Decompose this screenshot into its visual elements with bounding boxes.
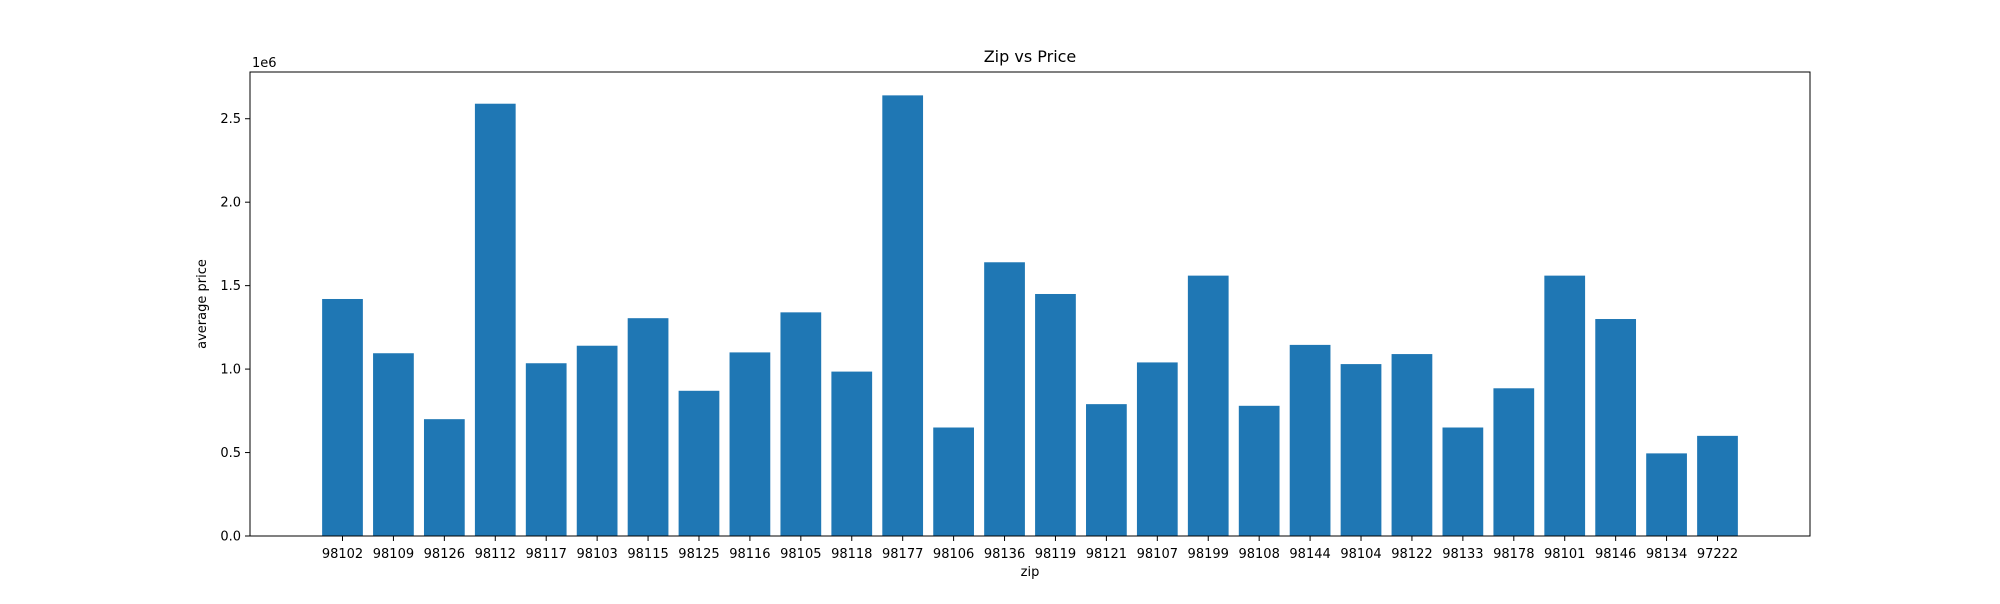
bar-98144 [1289,344,1331,536]
bar-98103 [576,345,618,536]
x-tick-label: 98108 [1238,547,1279,562]
bar-98116 [729,352,771,536]
x-axis: 98102 98109 98126 98112 98117 98103 98115 98125… [322,536,1738,562]
bars-group [322,95,1738,537]
x-tick-label: 97222 [1697,547,1738,562]
bar-98177 [882,95,924,537]
x-tick-label: 98126 [424,547,465,562]
bar-98133 [1442,427,1484,536]
bar-98122 [1391,354,1433,536]
bar-98126 [423,419,465,536]
x-tick-label: 98133 [1442,547,1483,562]
x-axis-label: zip [1021,565,1040,580]
y-tick-label: 2.5 [220,112,241,127]
y-axis-offset-label: 1e6 [252,56,277,71]
x-tick-label: 98177 [882,547,923,562]
bar-98107 [1136,362,1178,536]
bar-98178 [1493,388,1535,536]
bar-98102 [322,298,363,536]
x-tick-label: 98125 [678,547,719,562]
y-tick-label: 0.0 [220,530,241,545]
y-axis-label: average price [195,259,210,349]
y-tick-label: 0.5 [220,446,241,461]
x-tick-label: 98116 [729,547,770,562]
y-tick-label: 1.0 [220,363,241,378]
bar-98109 [373,353,414,536]
x-tick-label: 98102 [322,547,363,562]
x-tick-label: 98178 [1493,547,1534,562]
bar-98136 [984,262,1025,536]
bar-98106 [933,427,974,536]
bar-98119 [1035,293,1076,536]
bar-98101 [1544,275,1586,536]
x-tick-label: 98103 [576,547,617,562]
x-tick-label: 98134 [1646,547,1687,562]
bar-98146 [1595,319,1637,536]
bar-98112 [474,103,516,537]
y-axis: 0.0 0.5 1.0 1.5 2.0 2.5 [220,112,250,545]
x-tick-label: 98118 [831,547,872,562]
x-tick-label: 98146 [1595,547,1636,562]
y-tick-label: 1.5 [220,279,241,294]
x-tick-label: 98122 [1391,547,1432,562]
bar-97222 [1697,435,1738,536]
bar-98115 [627,318,669,536]
x-tick-label: 98144 [1289,547,1330,562]
x-tick-label: 98109 [373,547,414,562]
bar-98118 [831,371,873,536]
chart-title: Zip vs Price [984,47,1077,66]
bar-98125 [678,390,720,536]
bar-98134 [1646,453,1687,536]
x-tick-label: 98112 [475,547,516,562]
bar-98117 [525,363,567,536]
bar-98105 [780,312,822,536]
x-tick-label: 98106 [933,547,974,562]
x-tick-label: 98105 [780,547,821,562]
x-tick-label: 98136 [984,547,1025,562]
y-tick-label: 2.0 [220,196,241,211]
bar-98199 [1187,275,1229,536]
bar-98104 [1340,364,1382,536]
plot-frame [249,71,1811,537]
x-tick-label: 98117 [526,547,567,562]
bar-98108 [1238,405,1280,536]
x-tick-label: 98119 [1035,547,1076,562]
bar-98121 [1086,404,1127,536]
x-tick-label: 98121 [1086,547,1127,562]
x-tick-label: 98115 [627,547,668,562]
x-tick-label: 98104 [1340,547,1381,562]
x-tick-label: 98101 [1544,547,1585,562]
x-tick-label: 98199 [1188,547,1229,562]
x-tick-label: 98107 [1137,547,1178,562]
